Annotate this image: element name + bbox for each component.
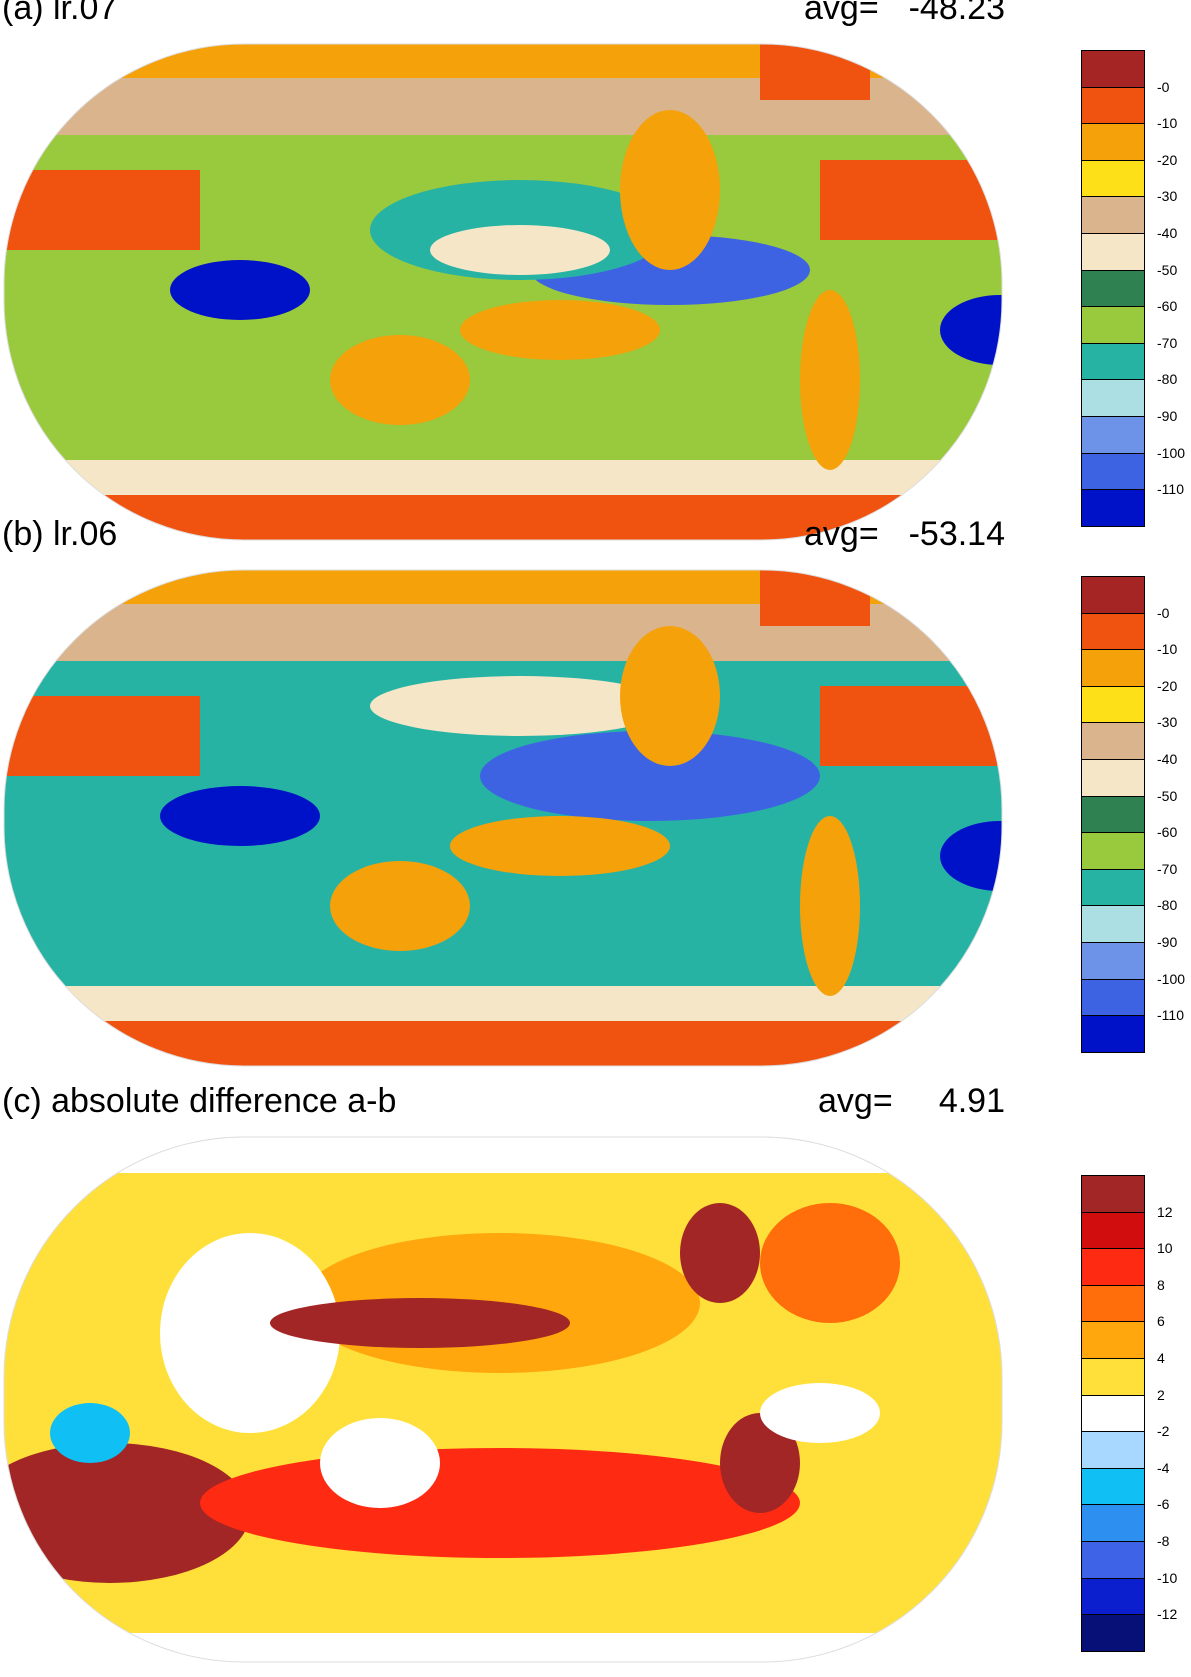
colorbar-box	[1081, 1358, 1145, 1396]
colorbar-label: -8	[1157, 1533, 1170, 1549]
panel-c: (c) absolute difference a-b avg= 4.91 12…	[0, 1082, 1191, 1677]
colorbar-label: -30	[1157, 188, 1178, 205]
colorbar-label: -4	[1157, 1459, 1170, 1476]
colorbar-box	[1081, 795, 1145, 834]
colorbar-box	[1081, 1614, 1145, 1652]
colorbar-label: -100	[1157, 444, 1186, 461]
colorbar-label: -20	[1157, 151, 1178, 168]
colorbar-box	[1081, 905, 1145, 943]
panel-title: (b) lr.06	[2, 515, 118, 553]
panel-a: (a) lr.07 avg= -48.23 -0 -10 -20 -3	[0, 0, 1191, 541]
colorbar-box	[1081, 649, 1145, 687]
colorbar-box	[1081, 159, 1145, 198]
colorbar-label: -30	[1157, 714, 1178, 731]
colorbar-label: -10	[1157, 115, 1178, 132]
colorbar-label: -70	[1157, 334, 1178, 351]
colorbar-label: -80	[1157, 897, 1178, 914]
avg-label: avg=	[804, 0, 879, 27]
colorbar-box	[1081, 1394, 1145, 1433]
panel-title: (c) absolute difference a-b	[2, 1082, 397, 1120]
colorbar-label: -10	[1157, 1569, 1178, 1586]
avg-value: -53.14	[908, 515, 1005, 553]
colorbar-box	[1081, 86, 1145, 125]
colorbar-box	[1081, 489, 1145, 527]
colorbar-label: 10	[1157, 1240, 1173, 1257]
colorbar-label: 6	[1157, 1313, 1165, 1330]
colorbar-box	[1081, 233, 1145, 271]
colorbar-label: -60	[1157, 298, 1178, 315]
colorbar-label: -40	[1157, 225, 1178, 241]
colorbar-box	[1081, 1577, 1145, 1616]
colorbar-label: -50	[1157, 261, 1178, 278]
colorbar-box	[1081, 1504, 1145, 1542]
colorbar-box	[1081, 832, 1145, 870]
map-a	[3, 43, 1003, 541]
colorbar-label: -70	[1157, 860, 1178, 877]
colorbar-box	[1081, 868, 1145, 907]
colorbar-box	[1081, 1321, 1145, 1359]
colorbar-label: -90	[1157, 934, 1178, 950]
colorbar-box	[1081, 759, 1145, 797]
map-c	[3, 1136, 1003, 1663]
colorbar-box	[1081, 1015, 1145, 1053]
colorbar-label: -6	[1157, 1496, 1170, 1513]
map-b	[3, 569, 1003, 1067]
colorbar-label: -20	[1157, 677, 1178, 694]
colorbar-label: 12	[1157, 1203, 1173, 1220]
colorbar-box	[1081, 416, 1145, 454]
avg-label: avg=	[804, 515, 879, 553]
colorbar-box	[1081, 379, 1145, 417]
colorbar-box	[1081, 576, 1145, 614]
colorbar-label: -2	[1157, 1423, 1170, 1440]
colorbar-label: 4	[1157, 1350, 1165, 1366]
colorbar-box	[1081, 722, 1145, 760]
colorbar-box	[1081, 196, 1145, 234]
colorbar-label: -0	[1157, 604, 1170, 621]
colorbar-box	[1081, 942, 1145, 980]
colorbar-box	[1081, 1248, 1145, 1286]
panel-title: (a) lr.07	[2, 0, 118, 27]
colorbar-label: -110	[1157, 1007, 1184, 1024]
colorbar-box	[1081, 1467, 1145, 1506]
avg-value: 4.91	[938, 1082, 1005, 1120]
colorbar-label: -12	[1157, 1606, 1178, 1623]
colorbar-label: -40	[1157, 751, 1178, 767]
colorbar-label: -90	[1157, 408, 1178, 424]
colorbar-box	[1081, 978, 1145, 1017]
colorbar-box	[1081, 50, 1145, 88]
colorbar-label: -50	[1157, 787, 1178, 804]
colorbar-box	[1081, 1211, 1145, 1250]
colorbar-box	[1081, 1431, 1145, 1469]
colorbar-box	[1081, 306, 1145, 344]
colorbar-label: -100	[1157, 970, 1186, 987]
colorbar-label: 2	[1157, 1386, 1165, 1403]
colorbar-box	[1081, 269, 1145, 308]
colorbar-box	[1081, 452, 1145, 491]
colorbar-label: -80	[1157, 371, 1178, 388]
colorbar-box	[1081, 685, 1145, 724]
colorbar-box	[1081, 1541, 1145, 1579]
avg-value: -48.23	[908, 0, 1005, 27]
colorbar-box	[1081, 342, 1145, 381]
colorbar-box	[1081, 1175, 1145, 1213]
panel-b: (b) lr.06 avg= -53.14 -0 -10 -20 -30 -40 -50	[0, 515, 1191, 1067]
colorbar-box	[1081, 612, 1145, 651]
colorbar-label: -0	[1157, 78, 1170, 95]
colorbar-label: -10	[1157, 641, 1178, 658]
colorbar-box	[1081, 1284, 1145, 1323]
colorbar-box	[1081, 123, 1145, 161]
colorbar-label: -60	[1157, 824, 1178, 841]
colorbar-label: 8	[1157, 1276, 1165, 1293]
avg-label: avg=	[818, 1082, 893, 1120]
colorbar-label: -110	[1157, 481, 1184, 498]
